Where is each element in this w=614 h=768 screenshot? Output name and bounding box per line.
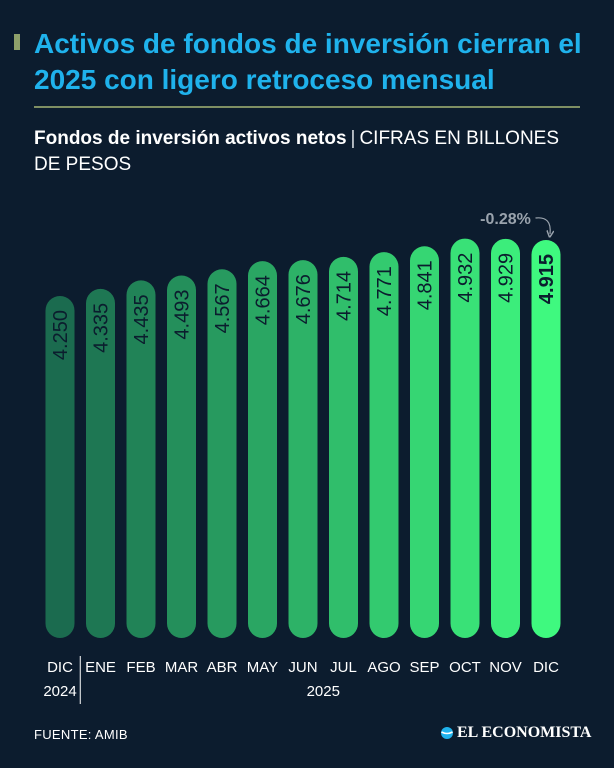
x-tick-label-5: MAY: [247, 659, 278, 676]
bar-ene-1: [86, 288, 115, 638]
value-label-0: 4.250: [50, 310, 72, 360]
headline-marker: [14, 34, 20, 50]
brand-logo: EL ECONOMISTA: [440, 724, 591, 742]
value-label-11: 4.929: [496, 253, 518, 303]
value-label-12: 4.915: [536, 254, 558, 304]
x-tick-label-3: MAR: [165, 659, 199, 676]
annotation-arrow: [535, 217, 551, 234]
value-label-7: 4.714: [334, 271, 356, 321]
chart-units: CIFRAS EN BILLONES DE PESOS: [34, 128, 560, 175]
subtitle-separator: |: [350, 128, 356, 149]
chart-title: Fondos de inversión activos netos: [34, 128, 347, 149]
bar-sep-9: [410, 246, 439, 639]
value-label-5: 4.664: [253, 275, 275, 325]
value-label-1: 4.335: [91, 303, 113, 353]
year-label-2025: 2025: [307, 683, 340, 700]
change-annotation: -0.28%: [480, 211, 531, 228]
bar-dic-0: [45, 296, 75, 638]
bar-nov-11: [491, 238, 520, 639]
bar-abr-4: [207, 269, 237, 638]
value-label-6: 4.676: [293, 274, 315, 324]
x-tick-label-7: JUL: [330, 659, 357, 676]
x-tick-label-11: NOV: [489, 659, 522, 676]
x-tick-label-12: DIC: [533, 659, 559, 676]
globe-icon: [441, 727, 453, 739]
chart-subtitle: Fondos de inversión activos netos | CIFRAS…: [34, 126, 574, 178]
bar-jul-7: [329, 256, 358, 638]
bar-may-5: [248, 261, 277, 638]
x-tick-label-0: DIC: [47, 659, 73, 676]
value-label-2: 4.435: [131, 294, 153, 344]
bar-oct-10: [450, 238, 480, 638]
bar-chart: 4.250 4.335 4.435 4.493 4.567 4.664 4.676 4.714…: [43, 211, 561, 704]
value-label-9: 4.841: [415, 260, 437, 310]
x-tick-label-6: JUN: [288, 659, 317, 676]
x-tick-label-2: FEB: [126, 659, 155, 676]
source-note: FUENTE: AMIB: [34, 727, 128, 742]
headline-divider: [34, 106, 580, 108]
value-label-8: 4.771: [374, 266, 396, 316]
bar-mar-3: [167, 275, 196, 638]
value-label-3: 4.493: [172, 290, 194, 340]
x-tick-label-4: ABR: [207, 659, 238, 676]
value-label-10: 4.932: [455, 253, 477, 303]
x-tick-label-9: SEP: [409, 659, 439, 676]
x-tick-label-8: AGO: [367, 659, 400, 676]
bar-jun-6: [288, 260, 318, 638]
bar-dic-12: [531, 240, 561, 638]
bar-ago-8: [369, 252, 399, 638]
headline: Activos de fondos de inversión cierran e…: [34, 28, 582, 95]
value-label-4: 4.567: [212, 283, 234, 333]
bar-feb-2: [126, 280, 156, 638]
x-tick-label-1: ENE: [85, 659, 116, 676]
year-label-2024: 2024: [43, 683, 76, 700]
brand-name: EL ECONOMISTA: [457, 724, 592, 741]
x-tick-label-10: OCT: [449, 659, 481, 676]
